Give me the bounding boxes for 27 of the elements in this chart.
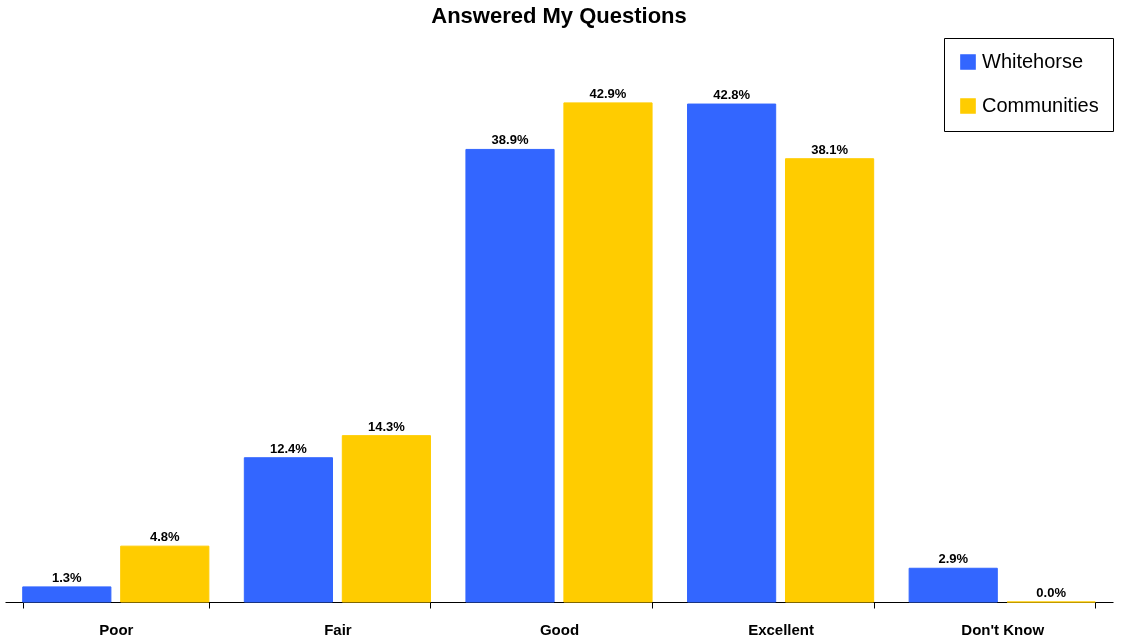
bar <box>22 586 112 603</box>
chart-title: Answered My Questions <box>431 3 687 28</box>
bar <box>785 158 875 603</box>
data-label: 1.3% <box>51 569 83 585</box>
x-tick-label: Excellent <box>748 620 815 638</box>
data-label: 0.0% <box>1036 585 1067 600</box>
bar <box>341 435 431 603</box>
data-label: 38.1% <box>811 141 849 157</box>
legend-label: Communities <box>982 94 1099 116</box>
bar <box>908 567 998 603</box>
data-label: 42.9% <box>589 85 627 101</box>
bar <box>465 148 555 603</box>
data-label: 12.4% <box>269 440 308 456</box>
x-tick-label: Good <box>539 620 580 638</box>
bar <box>563 102 653 603</box>
bar <box>687 103 777 603</box>
data-label: 14.3% <box>367 418 406 434</box>
data-label: 42.8% <box>713 87 751 103</box>
bar <box>120 545 210 603</box>
x-tick-label: Fair <box>324 620 352 638</box>
data-label: 38.9% <box>491 132 529 148</box>
bar <box>243 457 333 603</box>
x-tick-label: Poor <box>99 620 134 638</box>
x-tick-label: Don't Know <box>961 620 1045 638</box>
data-label: 2.9% <box>938 551 969 567</box>
data-label: 4.8% <box>149 529 181 545</box>
legend-label: Whitehorse <box>982 50 1084 72</box>
